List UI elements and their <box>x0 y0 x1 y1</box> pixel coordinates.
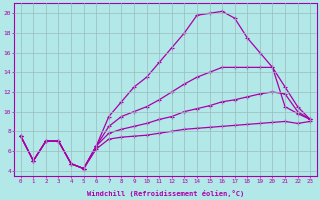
X-axis label: Windchill (Refroidissement éolien,°C): Windchill (Refroidissement éolien,°C) <box>87 190 244 197</box>
